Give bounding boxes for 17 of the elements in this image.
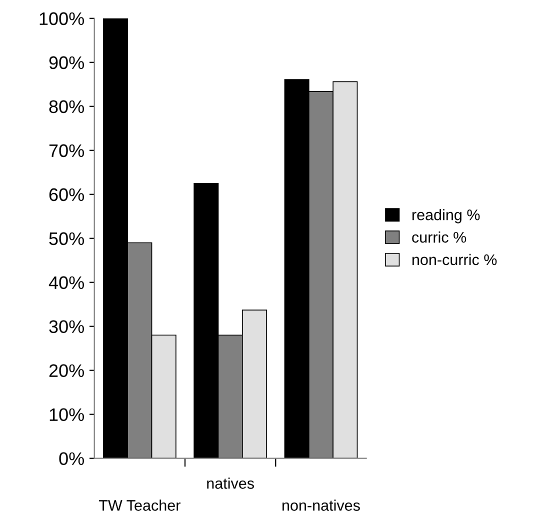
y-tick-label: 30%	[49, 320, 84, 334]
y-tick-label: 20%	[49, 364, 84, 378]
y-tick-label: 50%	[49, 232, 84, 246]
x-tick-label: TW Teacher	[98, 500, 180, 511]
y-tick-label: 60%	[49, 188, 84, 202]
y-tick-label: 100%	[40, 12, 84, 26]
y-tick-label: 40%	[48, 276, 84, 290]
x-tick-label: non-natives	[282, 500, 360, 511]
legend-label: non-curric %	[412, 254, 497, 266]
x-tick-label: natives	[207, 478, 254, 489]
y-tick-label: 90%	[49, 56, 84, 70]
legend-label: curric %	[412, 232, 466, 243]
y-tick-label: 0%	[59, 452, 84, 466]
y-tick-label: 70%	[49, 144, 84, 158]
legend-label: reading %	[412, 209, 480, 224]
y-tick-label: 80%	[49, 100, 84, 114]
y-tick-label: 10%	[50, 408, 84, 422]
